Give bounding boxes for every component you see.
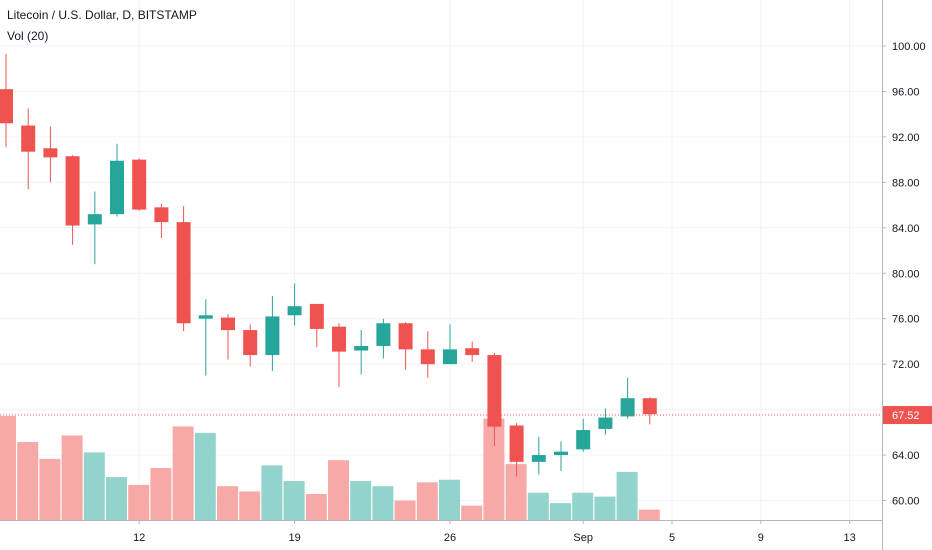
volume-bar — [61, 435, 83, 520]
candle-body — [65, 156, 80, 226]
price-tick-label: 60.00 — [892, 496, 920, 508]
candle-body — [332, 326, 346, 352]
time-tick-label: 12 — [133, 532, 145, 544]
price-tick-label: 64.00 — [892, 450, 920, 462]
last-price-tag — [883, 406, 932, 425]
candle-body — [0, 89, 13, 124]
time-tick-label: 13 — [843, 532, 855, 544]
candle-body — [198, 315, 213, 319]
candle-body — [87, 214, 102, 225]
candle-body — [309, 303, 324, 329]
volume-bar — [572, 492, 594, 520]
volume-bar — [550, 503, 571, 520]
price-tick-label: 72.00 — [892, 359, 920, 371]
candle-body — [465, 348, 480, 356]
volume-bar — [350, 481, 372, 520]
volume-bar — [461, 505, 483, 520]
candle-body — [554, 451, 568, 456]
candle-body — [43, 148, 58, 158]
candle-body — [531, 455, 546, 462]
candlestick-series — [0, 53, 657, 477]
volume-bar — [261, 465, 283, 520]
candle-body — [598, 417, 613, 429]
volume-bars — [0, 416, 660, 520]
volume-bar — [305, 494, 327, 520]
volume-bar — [328, 460, 349, 520]
volume-bar — [0, 416, 16, 520]
volume-bar — [17, 442, 39, 520]
time-tick-label: 5 — [669, 532, 675, 544]
volume-bar — [394, 500, 416, 520]
volume-bar — [106, 477, 127, 520]
volume-bar — [128, 484, 150, 520]
candle-body — [576, 430, 591, 450]
volume-bar — [172, 426, 194, 520]
candle-body — [265, 316, 280, 356]
time-tick-label: 26 — [444, 532, 456, 544]
volume-bar — [483, 418, 505, 520]
volume-bar — [83, 452, 105, 520]
volume-bar — [416, 482, 438, 520]
candle-body — [487, 355, 502, 427]
candle-body — [176, 222, 191, 324]
candle-body — [443, 349, 457, 365]
price-tick-label: 88.00 — [892, 177, 920, 189]
time-tick-label: 9 — [758, 532, 764, 544]
candle-body — [21, 125, 36, 152]
candle-body — [132, 159, 147, 210]
volume-bar — [594, 496, 616, 520]
volume-bar — [638, 509, 660, 520]
volume-bar — [439, 479, 460, 520]
candle-body — [620, 398, 635, 417]
candle-body — [509, 425, 524, 462]
volume-bar — [283, 481, 305, 520]
last-price-label: 67.52 — [892, 410, 920, 422]
price-tick-label: 92.00 — [892, 132, 920, 144]
time-tick-label: Sep — [573, 532, 593, 544]
candle-body — [420, 349, 435, 365]
candle-body — [287, 306, 302, 316]
volume-bar — [150, 468, 172, 520]
candle-body — [243, 330, 258, 356]
time-tick-label: 19 — [288, 532, 300, 544]
volume-bar — [505, 464, 527, 520]
candle-body — [642, 398, 657, 415]
price-tick-label: 100.00 — [892, 41, 926, 53]
price-tick-label: 76.00 — [892, 314, 920, 326]
candle-body — [110, 160, 124, 215]
candle-body — [154, 207, 169, 223]
price-tick-label: 80.00 — [892, 268, 920, 280]
volume-bar — [39, 458, 61, 520]
price-tick-label: 96.00 — [892, 86, 920, 98]
volume-bar — [527, 492, 549, 520]
candle-body — [398, 323, 413, 350]
volume-bar — [194, 432, 216, 520]
grid-lines — [0, 0, 882, 520]
symbol-legend[interactable]: Litecoin / U.S. Dollar, D, BITSTAMP — [7, 8, 197, 22]
volume-bar — [239, 491, 261, 520]
price-tick-label: 84.00 — [892, 223, 920, 235]
candle-body — [221, 317, 235, 331]
candle-body — [376, 323, 391, 346]
volume-bar — [372, 486, 394, 520]
volume-bar — [217, 486, 238, 520]
candle-body — [354, 345, 369, 351]
volume-bar — [616, 471, 638, 520]
volume-indicator-legend[interactable]: Vol (20) — [7, 29, 49, 43]
